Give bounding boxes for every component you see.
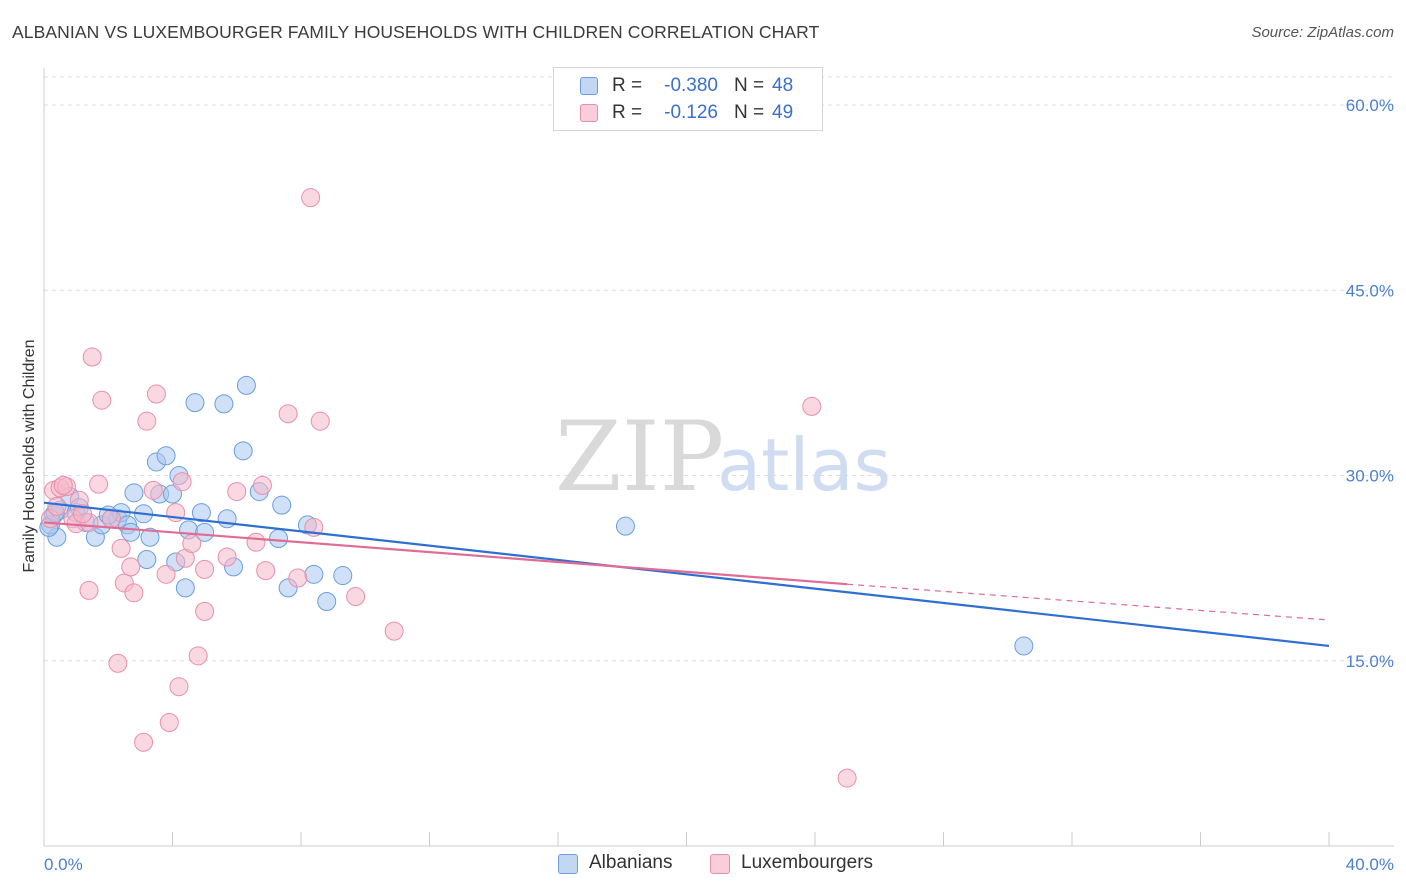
luxembourger-point <box>124 583 144 603</box>
luxembourger-trend-line <box>43 521 848 586</box>
luxembourger-point <box>227 482 247 502</box>
albanian-point <box>233 441 253 461</box>
bottom-legend-albanians-label: Albanians <box>589 852 673 873</box>
luxembourger-point <box>182 533 202 553</box>
luxembourger-point <box>89 474 109 494</box>
albanian-point <box>214 394 234 414</box>
luxembourger-point <box>159 713 179 733</box>
albanians-n-value: 48 <box>772 75 794 96</box>
albanians-r-value: -0.380 <box>664 75 718 96</box>
luxembourger-point <box>301 188 321 208</box>
luxembourger-point <box>92 390 112 410</box>
y-tick-labels: 15.0% 30.0% 45.0% 60.0% <box>1346 96 1394 671</box>
luxembourger-point <box>288 568 308 588</box>
legend-row-luxembourgers: R = -0.126 N = 49 <box>554 101 822 127</box>
luxembourger-point <box>82 347 102 367</box>
albanian-point <box>140 527 160 547</box>
albanians-n-label: N = <box>734 75 765 96</box>
albanian-point <box>185 393 205 413</box>
luxembourgers-n-value: 49 <box>772 102 794 123</box>
albanians-swatch <box>580 77 598 95</box>
bottom-legend-luxembourgers-swatch <box>710 854 730 874</box>
y-axis-label: Family Households with Children <box>21 340 38 573</box>
luxembourgers-r-label: R = <box>612 102 643 123</box>
luxembourger-point <box>73 504 93 524</box>
albanian-point <box>156 446 176 466</box>
albanian-point <box>317 591 337 611</box>
albanian-point <box>175 578 195 598</box>
albanian-point <box>269 529 289 549</box>
luxembourger-point <box>143 480 163 500</box>
trend-lines <box>43 501 1330 648</box>
y-tick-label: 45.0% <box>1346 281 1394 300</box>
luxembourger-point <box>156 564 176 584</box>
luxembourger-point <box>217 547 237 567</box>
bottom-legend-luxembourgers-label: Luxembourgers <box>741 852 874 873</box>
luxembourger-point <box>111 538 131 558</box>
luxembourger-point <box>134 732 154 752</box>
luxembourger-point <box>101 509 121 529</box>
luxembourger-point <box>172 472 192 492</box>
luxembourger-point <box>246 532 266 552</box>
watermark: ZIP atlas <box>555 401 891 513</box>
watermark-zip: ZIP <box>555 401 724 513</box>
albanian-point <box>304 564 324 584</box>
luxembourger-point <box>346 587 366 607</box>
albanian-point <box>121 522 141 542</box>
legend-row-albanians: R = -0.380 N = 48 <box>554 74 822 100</box>
luxembourgers-r-value: -0.126 <box>664 102 718 123</box>
albanian-point <box>236 375 256 395</box>
luxembourger-point <box>146 384 166 404</box>
luxembourgers-n-label: N = <box>734 102 765 123</box>
luxembourger-point <box>188 646 208 666</box>
luxembourger-point <box>79 580 99 600</box>
albanian-point <box>137 549 157 569</box>
luxembourger-point <box>278 404 298 424</box>
albanian-point <box>124 483 144 503</box>
luxembourgers-swatch <box>580 104 598 122</box>
albanian-point <box>272 495 292 515</box>
luxembourger-point <box>837 768 857 788</box>
luxembourger-point <box>256 561 276 581</box>
luxembourger-point <box>310 411 330 431</box>
chart-title: ALBANIAN VS LUXEMBOURGER FAMILY HOUSEHOL… <box>12 22 820 42</box>
luxembourger-point <box>47 496 67 516</box>
bottom-legend-albanians-swatch <box>558 854 578 874</box>
luxembourger-point <box>137 411 157 431</box>
axes <box>43 68 1394 847</box>
y-tick-label: 30.0% <box>1346 467 1394 486</box>
x-tick-label-min: 0.0% <box>44 855 83 874</box>
luxembourger-point <box>108 653 128 673</box>
luxembourger-point <box>121 557 141 577</box>
albanian-point <box>217 509 237 529</box>
gridlines <box>44 76 1394 662</box>
luxembourger-point <box>252 475 272 495</box>
albanian-trend-line <box>43 501 1330 648</box>
correlation-legend: R = -0.380 N = 48 R = -0.126 N = 49 <box>553 67 823 131</box>
albanian-point <box>191 503 211 523</box>
albanian-point <box>333 566 353 586</box>
luxembourger-point <box>195 601 215 621</box>
chart-source: Source: ZipAtlas.com <box>1251 24 1394 41</box>
luxembourger-point <box>802 396 822 416</box>
luxembourger-trend-line-extension <box>847 583 1330 621</box>
x-ticks <box>43 832 1330 846</box>
luxembourger-point <box>384 621 404 641</box>
luxembourger-point <box>53 475 73 495</box>
albanians-r-label: R = <box>612 75 643 96</box>
albanian-point <box>1014 636 1034 656</box>
watermark-atlas: atlas <box>717 423 891 507</box>
y-tick-label: 15.0% <box>1346 652 1394 671</box>
x-tick-label-max: 40.0% <box>1346 855 1394 874</box>
luxembourger-point <box>195 559 215 579</box>
albanian-point <box>195 522 215 542</box>
y-tick-label: 60.0% <box>1346 96 1394 115</box>
luxembourger-point <box>169 677 189 697</box>
albanian-point <box>615 516 635 536</box>
